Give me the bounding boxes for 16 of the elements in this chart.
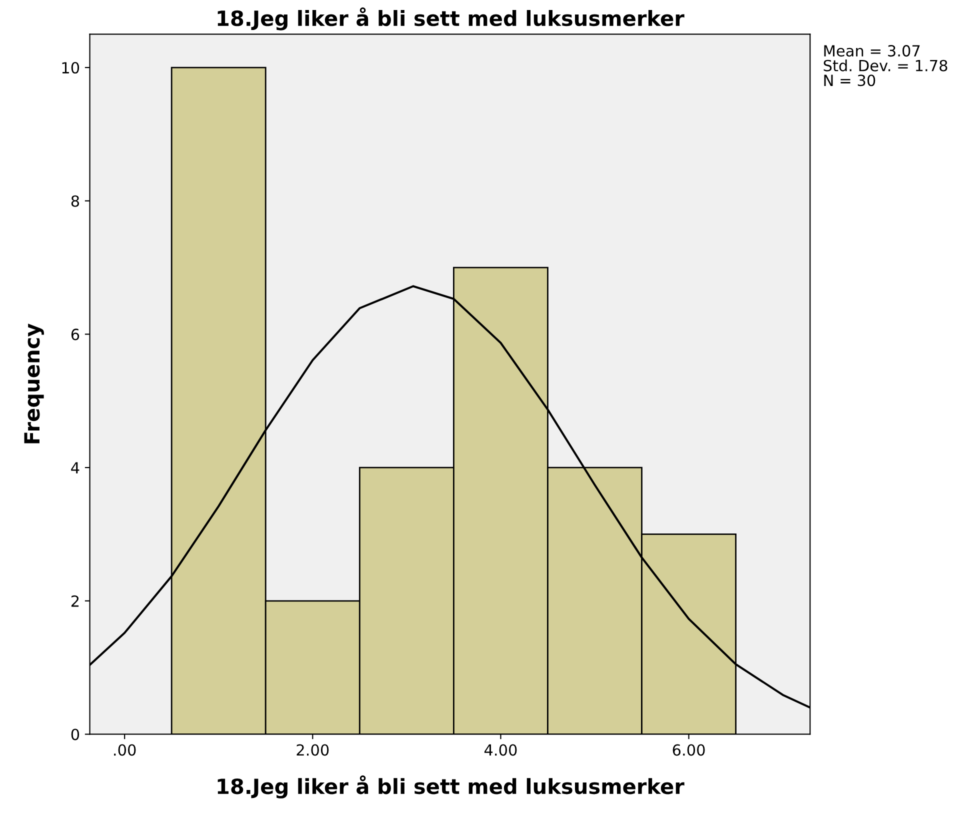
y-tick-label: 2 [71,595,79,607]
y-tick-label: 6 [71,328,80,340]
x-tick-label: .00 [114,744,136,756]
text: Std. Dev. = 1.78 [824,60,948,72]
y-tick-label: 8 [71,195,80,207]
x-axis-title: 18.Jeg liker å bli sett med luksusmerker [218,775,684,798]
x-tick-label: 6.00 [672,744,705,756]
text: N = 30 [824,74,876,86]
y-tick-label: 10 [62,62,80,74]
chart-title: 18.Jeg liker å bli sett med luksusmerker [218,7,684,30]
y-tick-label: 0 [71,728,80,740]
y-tick-label: 4 [71,462,80,474]
y-axis-title: Frequency [24,324,44,444]
x-tick-label: 2.00 [296,744,329,756]
text: Mean = 3.07 [824,45,920,57]
x-tick-label: 4.00 [484,744,517,756]
